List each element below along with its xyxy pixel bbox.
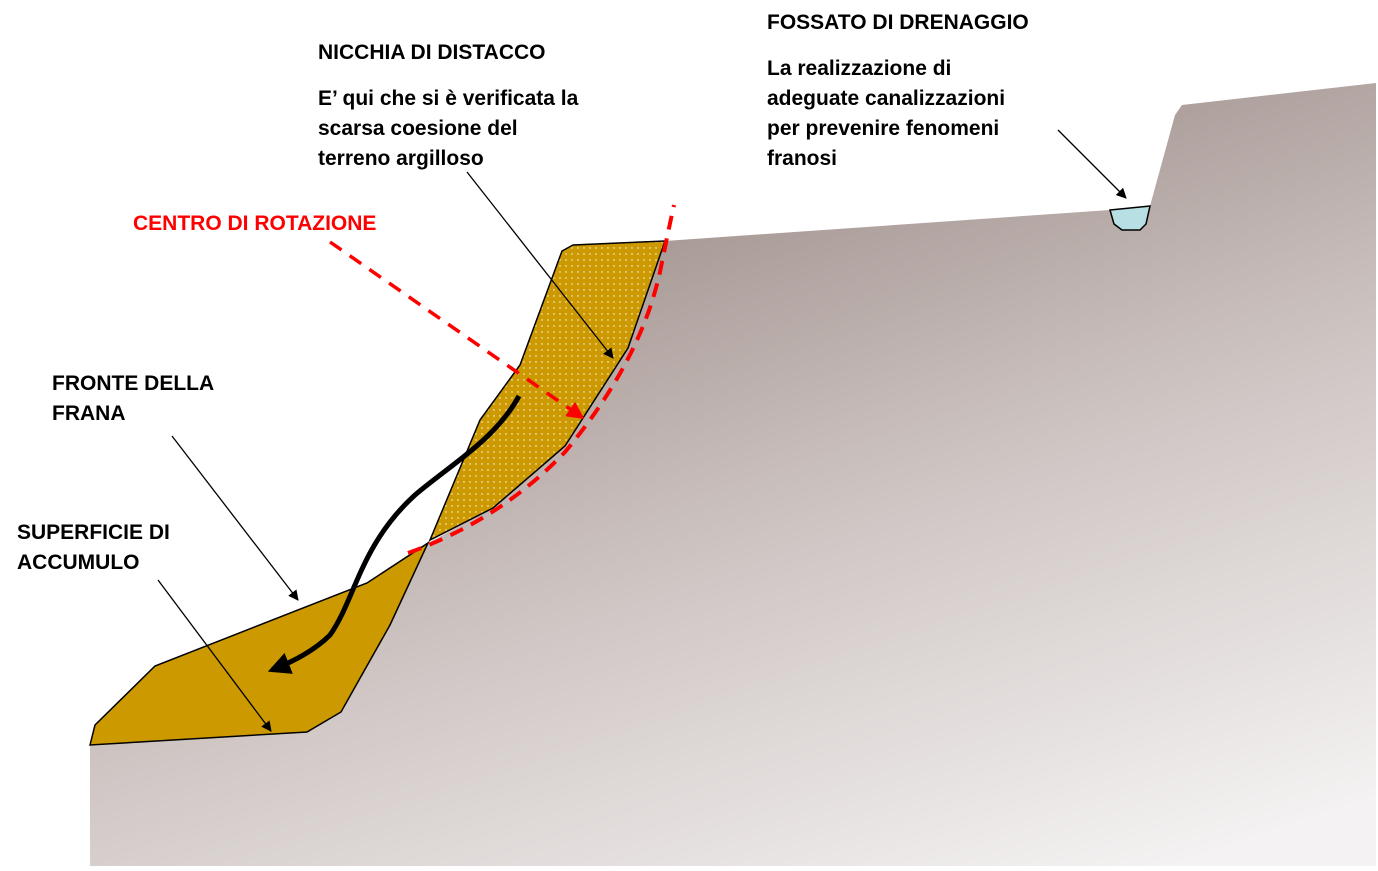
nicchia-desc-1: E’ qui che si è verificata la — [318, 87, 579, 110]
accumulation-body — [89, 540, 430, 746]
nicchia-pointer — [466, 171, 614, 359]
movement-arrow — [267, 394, 522, 674]
fossato-title: FOSSATO DI DRENAGGIO — [767, 11, 1029, 34]
fronte-label-1: FRONTE DELLA — [52, 372, 215, 395]
fronte-label-2: FRANA — [52, 402, 126, 425]
fronte-pointer — [171, 435, 299, 601]
fossato-desc-3: per prevenire fenomeni — [767, 117, 1000, 140]
superficie-label-1: SUPERFICIE DI — [17, 521, 170, 544]
nicchia-desc-2: scarsa coesione del — [318, 117, 518, 140]
drainage-ditch — [1109, 205, 1151, 231]
superficie-pointer — [157, 579, 272, 732]
fossato-desc-4: franosi — [767, 147, 838, 170]
centro-label: CENTRO DI ROTAZIONE — [133, 212, 377, 235]
fossato-desc-1: La realizzazione di — [767, 57, 952, 80]
slump-body — [428, 240, 667, 542]
fossato-desc-2: adeguate canalizzazioni — [767, 87, 1006, 110]
superficie-label-2: ACCUMULO — [17, 551, 140, 574]
fossato-pointer — [1057, 129, 1127, 199]
rotation-center-arrow — [329, 240, 585, 420]
nicchia-title: NICCHIA DI DISTACCO — [318, 41, 546, 64]
ground — [90, 83, 1376, 866]
rotation-surface — [407, 204, 676, 555]
nicchia-desc-3: terreno argilloso — [318, 147, 484, 170]
